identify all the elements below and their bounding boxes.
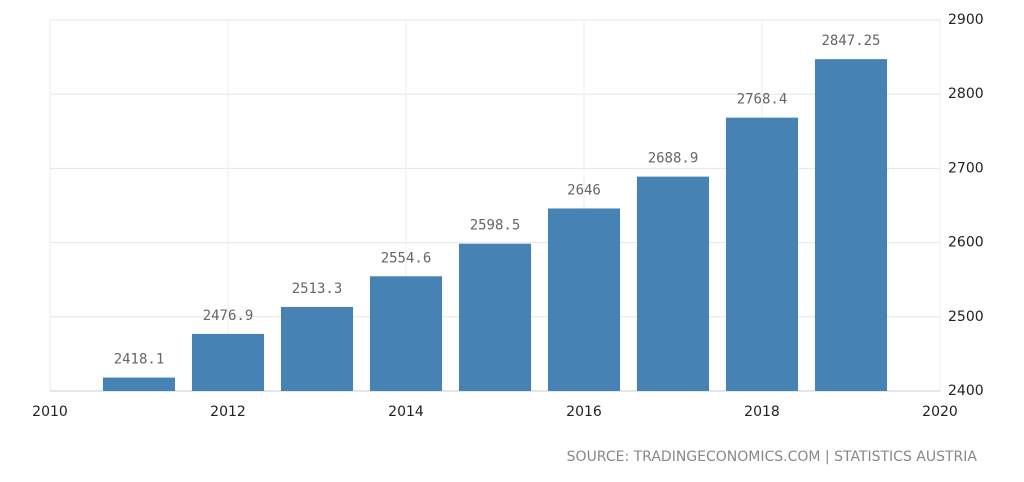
value-label: 2554.6 [381, 250, 432, 266]
value-label: 2847.25 [821, 33, 880, 49]
x-tick-label: 2010 [32, 404, 68, 420]
y-tick-label: 2400 [948, 383, 984, 399]
bar [191, 333, 265, 391]
x-tick-label: 2016 [566, 404, 602, 420]
source-note: SOURCE: TRADINGECONOMICS.COM | STATISTIC… [567, 449, 978, 465]
bar [814, 59, 888, 391]
value-label: 2598.5 [470, 218, 521, 234]
bar [102, 377, 176, 391]
value-label: 2768.4 [737, 92, 788, 108]
y-tick-label: 2600 [948, 235, 984, 251]
x-tick-label: 2012 [210, 404, 246, 420]
value-label: 2688.9 [648, 151, 699, 167]
bar [636, 176, 710, 391]
bar [547, 208, 621, 391]
y-tick-label: 2500 [948, 309, 984, 325]
bar [280, 306, 354, 391]
bar [725, 117, 799, 391]
value-label: 2646 [567, 182, 601, 198]
value-label: 2418.1 [114, 352, 165, 368]
value-label: 2513.3 [292, 281, 343, 297]
x-tick-label: 2018 [744, 404, 780, 420]
y-tick-label: 2700 [948, 160, 984, 176]
x-tick-label: 2014 [388, 404, 424, 420]
y-tick-label: 2800 [948, 86, 984, 102]
value-label: 2476.9 [203, 308, 254, 324]
y-tick-label: 2900 [948, 12, 984, 28]
bar [369, 276, 443, 391]
x-tick-label: 2020 [922, 404, 958, 420]
bar [458, 243, 532, 391]
